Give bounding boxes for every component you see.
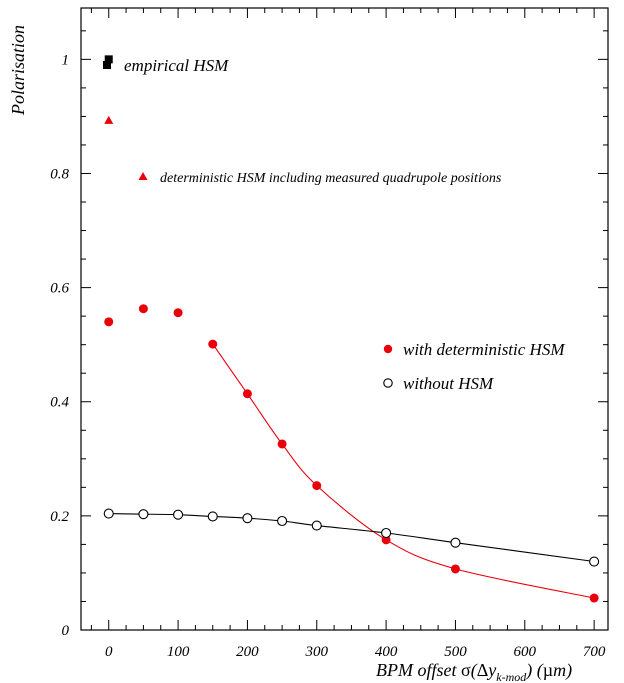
fit-curve-without-hsm — [108, 513, 595, 563]
legend-marker-empirical-hsm — [103, 61, 111, 69]
point-without-hsm — [207, 511, 218, 522]
point-with-deterministic-hsm — [589, 593, 599, 603]
y-tick-label: 0 — [62, 623, 70, 639]
x-tick-label: 700 — [583, 644, 606, 660]
x-axis-title-part-1: BPM offset — [376, 660, 461, 680]
x-axis-title-sigma: σ — [461, 660, 471, 680]
y-tick-label: 0.8 — [50, 166, 69, 182]
y-axis-title: Polarisation — [8, 25, 28, 116]
point-without-hsm — [311, 520, 322, 531]
point-with-deterministic-hsm — [242, 389, 252, 399]
point-with-deterministic-hsm — [277, 439, 287, 449]
legend-label-deterministic-hsm-quadrupole: deterministic HSM including measured qua… — [160, 171, 502, 186]
plot-frame — [80, 7, 609, 631]
data-markers — [103, 55, 600, 603]
legend-label-with-deterministic-hsm: with deterministic HSM — [403, 340, 565, 359]
point-with-deterministic-hsm — [381, 535, 391, 545]
legend-marker-with-deterministic-hsm — [383, 344, 393, 354]
point-without-hsm — [103, 508, 114, 519]
point-without-hsm — [277, 515, 288, 527]
point-with-deterministic-hsm — [173, 308, 183, 318]
x-tick-label: 100 — [167, 644, 190, 660]
point-without-hsm — [138, 509, 149, 520]
x-axis-title: BPM offset σ(Δyk-mod) (µm) — [376, 660, 572, 683]
x-axis-title-y: y — [486, 660, 496, 680]
legend-label-empirical-hsm: empirical HSM — [124, 56, 229, 75]
point-with-deterministic-hsm — [104, 317, 114, 327]
point-with-deterministic-hsm — [312, 481, 322, 491]
y-tick-label: 1 — [62, 52, 70, 68]
fit-curves — [108, 343, 595, 599]
legend: empirical HSM deterministic HSM includin… — [103, 56, 565, 393]
legend-label-without-hsm: without HSM — [403, 374, 494, 393]
point-deterministic-hsm-quadrupole — [104, 115, 114, 124]
axis-ticks: 0 100 200 300 400 500 600 700 0 0.2 0.4 0.6 0.8 1 — [50, 8, 608, 660]
y-tick-label: 0.4 — [50, 395, 69, 411]
point-without-hsm — [242, 513, 253, 524]
x-tick-label: 300 — [305, 644, 329, 660]
point-with-deterministic-hsm — [208, 339, 218, 349]
point-with-deterministic-hsm — [138, 304, 148, 314]
x-tick-label: 500 — [444, 644, 467, 660]
x-tick-label: 200 — [236, 644, 259, 660]
point-without-hsm — [381, 527, 392, 539]
y-tick-label: 0.6 — [50, 281, 69, 297]
point-without-hsm — [589, 556, 600, 567]
x-axis-title-delta: Δ — [477, 660, 489, 680]
point-with-deterministic-hsm — [450, 564, 460, 574]
x-axis-title-mu: µ — [543, 660, 553, 680]
point-without-hsm — [173, 509, 184, 520]
y-tick-label: 0.2 — [50, 509, 69, 525]
x-tick-label: 400 — [375, 644, 398, 660]
point-empirical-hsm — [104, 55, 113, 64]
legend-marker-without-hsm — [383, 378, 393, 388]
x-tick-label: 0 — [105, 644, 113, 660]
legend-marker-deterministic-hsm-quadrupole — [138, 172, 148, 180]
point-without-hsm — [450, 537, 461, 548]
x-axis-title-subscript: k-mod — [496, 670, 527, 683]
x-axis-title-part-3: ) ( — [525, 660, 543, 681]
x-tick-label: 600 — [514, 644, 537, 660]
x-axis-title-part-4: m) — [553, 660, 572, 681]
x-axis-title-part-2: ( — [471, 660, 478, 681]
